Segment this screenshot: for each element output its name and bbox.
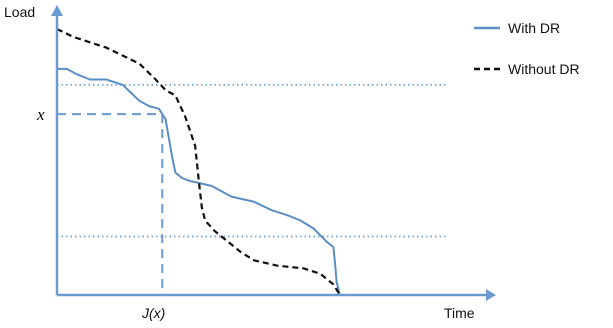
series-line-with-dr xyxy=(57,67,341,296)
axes xyxy=(51,5,496,301)
marker-guides xyxy=(57,113,164,295)
y-marker-label: x xyxy=(36,105,45,124)
x-axis-arrow xyxy=(486,289,496,301)
legend: With DR Without DR xyxy=(474,20,580,77)
legend-label-with-dr: With DR xyxy=(508,20,560,36)
y-axis-label: Load xyxy=(4,4,35,20)
y-axis-arrow xyxy=(51,5,63,16)
x-marker-label: J(x) xyxy=(141,305,165,321)
reference-lines xyxy=(57,83,447,238)
x-axis-label: Time xyxy=(444,305,475,321)
legend-label-without-dr: Without DR xyxy=(508,61,580,77)
series-layer xyxy=(56,28,341,296)
series-line-without-dr xyxy=(56,28,341,296)
